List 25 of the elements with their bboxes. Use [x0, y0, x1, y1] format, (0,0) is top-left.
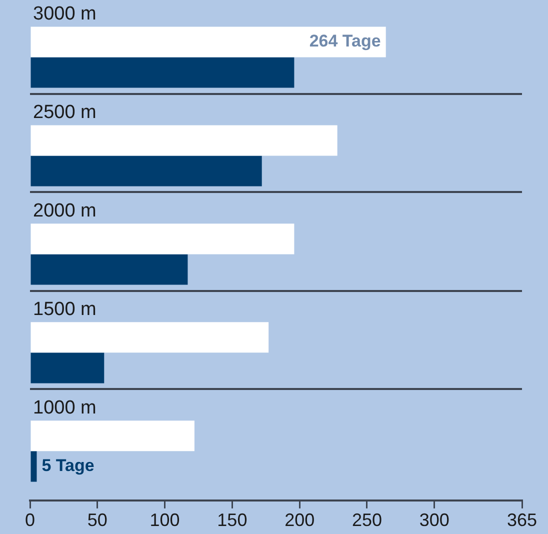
y-tick-label: 2000 m: [33, 200, 96, 222]
bar: [30, 420, 194, 452]
bar: [30, 254, 188, 285]
bar: [30, 26, 386, 58]
x-tick-label: 300: [419, 510, 450, 530]
bar: [30, 352, 104, 384]
y-tick-label: 1000 m: [33, 397, 96, 418]
bar: [30, 224, 294, 254]
bar: [30, 57, 294, 88]
y-tick-label: 2500 m: [33, 102, 96, 123]
x-tick-label: 250: [352, 510, 382, 530]
data-label: 5 Tage: [42, 456, 94, 476]
x-tick-label: 0: [24, 510, 36, 530]
x-tick-label: 365: [506, 510, 538, 530]
x-tick-label: 150: [217, 510, 248, 530]
bar: [30, 156, 262, 186]
bar: [30, 322, 269, 353]
y-tick-label: 1500 m: [33, 298, 96, 320]
x-tick-label: 200: [284, 510, 315, 530]
bar: [30, 451, 37, 482]
x-tick-label: 50: [87, 510, 108, 530]
data-label: 264 Tage: [309, 32, 381, 51]
bar: [30, 125, 338, 156]
y-tick-label: 3000 m: [33, 3, 96, 24]
x-tick-label: 100: [150, 510, 180, 530]
